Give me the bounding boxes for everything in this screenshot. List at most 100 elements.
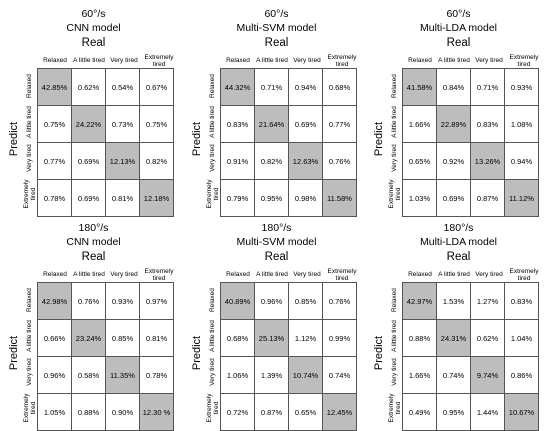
- matrix-cell: 0.75%: [37, 105, 72, 143]
- matrix-cell: 0.68%: [322, 68, 357, 106]
- row-header: Extremely tired: [205, 179, 221, 209]
- matrix-cell: 1.66%: [402, 356, 437, 394]
- column-header: Relaxed: [226, 271, 250, 279]
- matrix-row: 0.78% 0.69% 0.81% 12.18%: [37, 179, 174, 217]
- panel-speed-label: 60°/s: [81, 8, 106, 20]
- confusion-matrix-panel: 180°/s CNN model Real Relaxed A little tired…: [2, 214, 185, 431]
- matrix-cell: 0.94%: [288, 68, 323, 106]
- matrix-row: 0.83% 21.64% 0.69% 0.77%: [220, 105, 357, 143]
- confusion-matrix-table: 41.58% 0.84% 0.71% 0.93% 1.66% 22.89% 0.83% 1.0…: [402, 68, 539, 217]
- confusion-matrix-panel: 60°/s Multi-LDA model Real Relaxed A little …: [367, 0, 550, 217]
- row-header: Relaxed: [209, 288, 217, 312]
- matrix-row: 0.65% 0.92% 13.26% 0.94%: [402, 142, 539, 180]
- matrix-cell: 0.90%: [105, 393, 140, 431]
- column-header: Extremely tired: [327, 267, 357, 283]
- matrix-cell: 1.04%: [504, 319, 539, 357]
- matrix-cell: 0.84%: [436, 68, 471, 106]
- row-header: Extremely tired: [22, 179, 38, 209]
- row-header: A little tired: [209, 106, 217, 138]
- matrix-cell-diagonal: 12.18%: [139, 179, 174, 217]
- matrix-cell-diagonal: 24.31%: [436, 319, 471, 357]
- matrix-cell-diagonal: 25.13%: [254, 319, 289, 357]
- column-header: Extremely tired: [509, 53, 539, 69]
- matrix-cell: 0.76%: [322, 142, 357, 180]
- matrix-cell: 0.68%: [220, 319, 255, 357]
- matrix-cell: 1.08%: [504, 105, 539, 143]
- panel-title: CNN model: [66, 22, 121, 34]
- panel-title: Multi-LDA model: [419, 22, 498, 34]
- matrix-row: 1.03% 0.69% 0.87% 11.12%: [402, 179, 539, 217]
- matrix-cell-diagonal: 10.67%: [504, 393, 539, 431]
- matrix-cell-diagonal: 42.98%: [37, 282, 72, 320]
- matrix-cell: 0.58%: [71, 356, 106, 394]
- matrix-cell: 0.83%: [470, 105, 505, 143]
- matrix-cell: 0.93%: [504, 68, 539, 106]
- column-header: Relaxed: [408, 271, 432, 279]
- matrix-cell: 1.53%: [436, 282, 471, 320]
- row-header: Relaxed: [391, 74, 399, 98]
- matrix-cell: 0.81%: [105, 179, 140, 217]
- real-axis-label: Real: [446, 251, 471, 263]
- row-header: Relaxed: [391, 288, 399, 312]
- column-header: Very tired: [475, 57, 503, 65]
- predict-axis-label: Predict: [8, 335, 20, 371]
- panel-title: Multi-SVM model: [236, 236, 317, 248]
- matrix-cell: 0.99%: [322, 319, 357, 357]
- matrix-cell: 0.78%: [37, 179, 72, 217]
- matrix-cell: 0.87%: [254, 393, 289, 431]
- row-header: A little tired: [209, 320, 217, 352]
- column-header: Very tired: [293, 271, 321, 279]
- matrix-row: 0.72% 0.87% 0.65% 12.45%: [220, 393, 357, 431]
- column-header: Very tired: [293, 57, 321, 65]
- matrix-cell-diagonal: 11.12%: [504, 179, 539, 217]
- matrix-cell: 0.96%: [254, 282, 289, 320]
- matrix-cell: 0.82%: [254, 142, 289, 180]
- matrix-cell-diagonal: 11.35%: [105, 356, 140, 394]
- matrix-row: 0.68% 25.13% 1.12% 0.99%: [220, 319, 357, 357]
- matrix-cell: 0.74%: [322, 356, 357, 394]
- matrix-row: 0.66% 23.24% 0.85% 0.81%: [37, 319, 174, 357]
- matrix-row: 0.96% 0.58% 11.35% 0.78%: [37, 356, 174, 394]
- matrix-cell: 0.69%: [288, 105, 323, 143]
- matrix-row: 0.88% 24.31% 0.62% 1.04%: [402, 319, 539, 357]
- matrix-cell: 0.62%: [470, 319, 505, 357]
- matrix-cell: 0.91%: [220, 142, 255, 180]
- matrix-cell-diagonal: 13.26%: [470, 142, 505, 180]
- matrix-cell: 0.93%: [105, 282, 140, 320]
- panel-title: CNN model: [66, 236, 121, 248]
- matrix-cell: 0.71%: [470, 68, 505, 106]
- matrix-cell-diagonal: 44.32%: [220, 68, 255, 106]
- column-header: A little tired: [256, 57, 288, 65]
- matrix-cell-diagonal: 10.74%: [288, 356, 323, 394]
- confusion-matrix-table: 42.97% 1.53% 1.27% 0.83% 0.88% 24.31% 0.62% 1.0…: [402, 282, 539, 431]
- matrix-cell: 0.98%: [288, 179, 323, 217]
- matrix-row: 40.89% 0.96% 0.85% 0.76%: [220, 282, 357, 320]
- row-header: A little tired: [391, 320, 399, 352]
- panel-speed-label: 60°/s: [264, 8, 289, 20]
- matrix-cell: 0.87%: [470, 179, 505, 217]
- column-header: Very tired: [475, 271, 503, 279]
- row-header: Very tired: [209, 358, 217, 386]
- matrix-cell: 0.49%: [402, 393, 437, 431]
- row-header: A little tired: [26, 320, 34, 352]
- matrix-cell-diagonal: 42.85%: [37, 68, 72, 106]
- matrix-cell: 0.69%: [71, 179, 106, 217]
- real-axis-label: Real: [264, 37, 289, 49]
- column-header: Extremely tired: [327, 53, 357, 69]
- predict-axis-label: Predict: [8, 121, 20, 157]
- matrix-cell-diagonal: 42.97%: [402, 282, 437, 320]
- matrix-cell: 0.65%: [402, 142, 437, 180]
- panel-title: Multi-SVM model: [236, 22, 317, 34]
- row-header: Extremely tired: [387, 179, 403, 209]
- matrix-cell: 0.82%: [139, 142, 174, 180]
- matrix-cell-diagonal: 23.24%: [71, 319, 106, 357]
- confusion-matrix-panel: 60°/s Multi-SVM model Real Relaxed A little …: [185, 0, 368, 217]
- column-header: Very tired: [110, 57, 138, 65]
- row-header: A little tired: [26, 106, 34, 138]
- matrix-cell: 1.66%: [402, 105, 437, 143]
- confusion-matrix-panel: 180°/s Multi-LDA model Real Relaxed A little…: [367, 214, 550, 431]
- matrix-cell: 1.12%: [288, 319, 323, 357]
- row-header: Extremely tired: [205, 393, 221, 423]
- matrix-cell-diagonal: 22.89%: [436, 105, 471, 143]
- row-header: Extremely tired: [387, 393, 403, 423]
